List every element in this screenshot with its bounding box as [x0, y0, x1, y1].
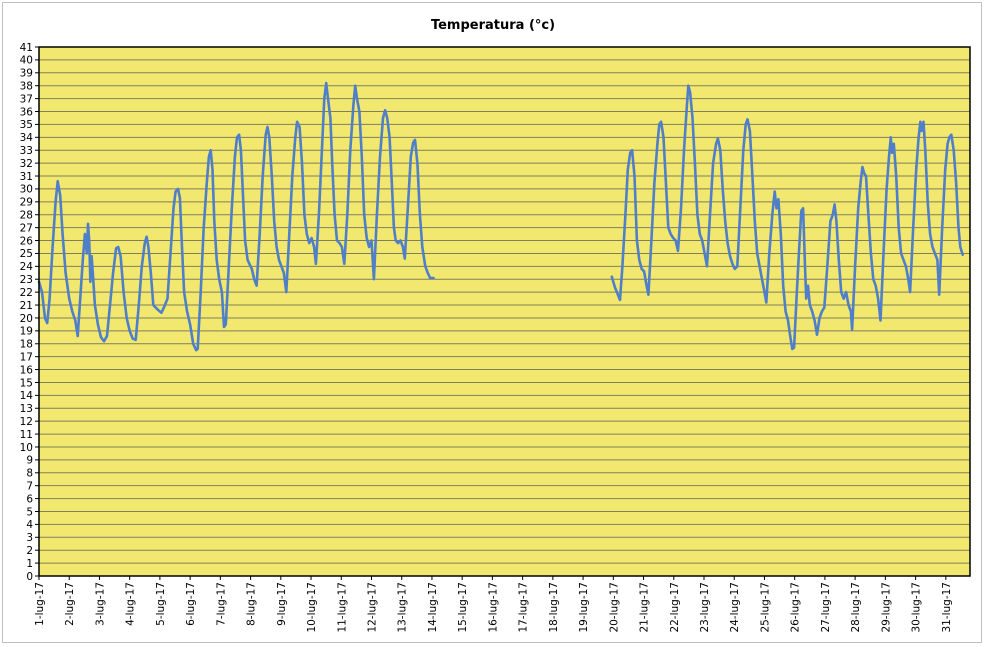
x-tick-label: 28-lug-17	[850, 582, 862, 633]
y-tick-label: 40	[20, 55, 33, 67]
x-axis-ticks: 1-lug-17 2-lug-17 3-lug-17 4-lug-17 5-lug-17…	[34, 576, 953, 633]
chart-title: Temperatura (°c)	[431, 18, 555, 33]
y-tick-label: 2	[26, 545, 33, 557]
plot-border	[38, 46, 971, 577]
x-tick-label: 9-lug-17	[276, 582, 288, 626]
y-tick-label: 13	[20, 403, 33, 415]
y-tick-label: 23	[20, 274, 33, 286]
x-tick-label: 15-lug-17	[457, 582, 469, 633]
x-tick-label: 23-lug-17	[699, 582, 711, 633]
x-tick-label: 8-lug-17	[246, 582, 258, 626]
y-tick-label: 28	[20, 210, 33, 222]
temperature-chart: Temperatura (°c) 01234567891011121314151…	[20, 18, 971, 633]
y-tick-label: 38	[20, 81, 33, 93]
x-tick-label: 19-lug-17	[578, 582, 590, 633]
y-tick-label: 12	[20, 416, 33, 428]
y-tick-label: 8	[26, 468, 33, 480]
y-tick-label: 15	[20, 377, 33, 389]
series-line-segment-2	[610, 84, 965, 351]
y-tick-label: 14	[20, 390, 34, 402]
x-tick-label: 7-lug-17	[215, 582, 227, 626]
x-tick-label: 5-lug-17	[155, 582, 167, 626]
x-tick-label: 10-lug-17	[306, 582, 318, 633]
x-tick-label: 4-lug-17	[125, 582, 137, 626]
y-tick-label: 9	[26, 455, 33, 467]
y-tick-label: 1	[26, 558, 33, 570]
y-tick-label: 11	[20, 429, 33, 441]
x-tick-label: 1-lug-17	[34, 582, 46, 626]
y-tick-label: 18	[20, 339, 33, 351]
y-tick-label: 19	[20, 326, 33, 338]
y-tick-label: 24	[20, 261, 34, 273]
x-tick-label: 3-lug-17	[94, 582, 106, 626]
y-tick-label: 41	[20, 42, 33, 54]
x-tick-label: 31-lug-17	[941, 582, 953, 633]
series-layer	[37, 81, 965, 352]
y-tick-label: 30	[20, 184, 33, 196]
x-tick-label: 22-lug-17	[669, 582, 681, 633]
y-tick-label: 39	[20, 68, 33, 80]
y-tick-label: 33	[20, 145, 33, 157]
x-tick-label: 11-lug-17	[336, 582, 348, 633]
x-tick-label: 21-lug-17	[639, 582, 651, 633]
x-tick-label: 13-lug-17	[397, 582, 409, 633]
x-tick-label: 27-lug-17	[820, 582, 832, 633]
y-tick-label: 32	[20, 158, 33, 170]
x-tick-label: 26-lug-17	[790, 582, 802, 633]
y-tick-label: 35	[20, 119, 33, 131]
y-tick-label: 16	[20, 364, 34, 376]
y-tick-label: 0	[26, 571, 33, 583]
series-line-segment-1	[37, 81, 435, 352]
x-tick-label: 24-lug-17	[729, 582, 741, 633]
y-tick-label: 10	[20, 442, 33, 454]
x-tick-label: 14-lug-17	[427, 582, 439, 633]
x-tick-label: 16-lug-17	[487, 582, 499, 633]
x-tick-label: 2-lug-17	[64, 582, 76, 626]
y-axis-ticks: 0123456789101112131415161718192021222324…	[20, 42, 39, 583]
y-tick-label: 25	[20, 248, 33, 260]
plot-area	[39, 47, 970, 576]
y-tick-label: 3	[26, 532, 33, 544]
x-tick-label: 17-lug-17	[518, 582, 530, 633]
y-tick-label: 17	[20, 351, 33, 363]
y-tick-label: 21	[20, 300, 33, 312]
x-tick-label: 20-lug-17	[608, 582, 620, 633]
y-tick-label: 4	[26, 519, 33, 531]
x-tick-label: 25-lug-17	[759, 582, 771, 633]
x-tick-label: 29-lug-17	[880, 582, 892, 633]
y-tick-label: 7	[26, 480, 33, 492]
y-tick-label: 26	[20, 235, 34, 247]
y-tick-label: 6	[26, 493, 33, 505]
gridlines	[39, 59, 970, 564]
y-tick-label: 27	[20, 222, 33, 234]
y-tick-label: 5	[26, 506, 33, 518]
y-tick-label: 36	[20, 106, 34, 118]
y-tick-label: 20	[20, 313, 33, 325]
y-tick-label: 22	[20, 287, 33, 299]
x-tick-label: 12-lug-17	[367, 582, 379, 633]
x-tick-label: 30-lug-17	[911, 582, 923, 633]
x-tick-label: 6-lug-17	[185, 582, 197, 626]
x-tick-label: 18-lug-17	[548, 582, 560, 633]
y-tick-label: 37	[20, 93, 33, 105]
y-tick-label: 31	[20, 171, 33, 183]
y-tick-label: 34	[20, 132, 34, 144]
y-tick-label: 29	[20, 197, 33, 209]
